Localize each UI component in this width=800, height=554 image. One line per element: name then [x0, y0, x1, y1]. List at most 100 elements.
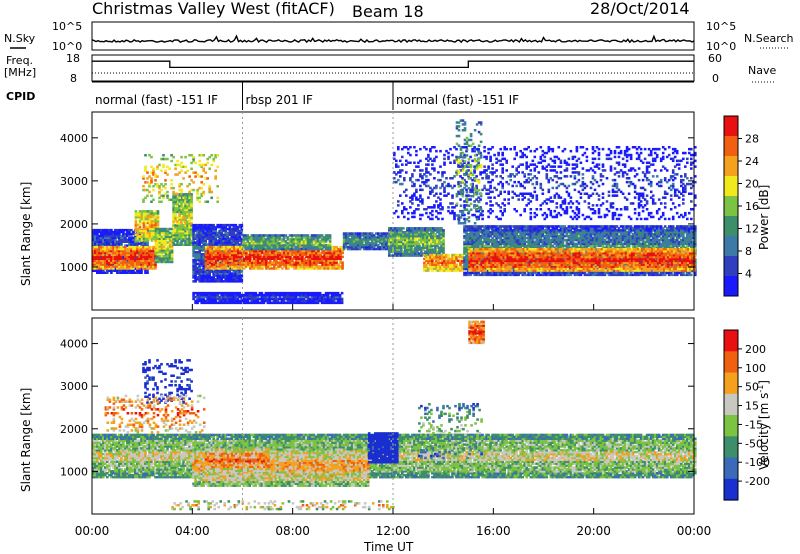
heatmap-cell [235, 247, 238, 251]
heatmap-cell [362, 234, 366, 237]
heatmap-cell [276, 240, 280, 243]
heatmap-cell [178, 212, 181, 215]
heatmap-cell [288, 238, 292, 241]
heatmap-cell [438, 242, 441, 246]
heatmap-cell [146, 251, 149, 255]
heatmap-cell [300, 238, 304, 241]
heatmap-cell [96, 236, 99, 240]
heatmap-cell [463, 258, 466, 261]
heatmap-cell [233, 265, 236, 268]
heatmap-cell [126, 259, 129, 263]
heatmap-cell [383, 236, 386, 239]
heatmap-cell [440, 248, 443, 251]
heatmap-cell [362, 247, 366, 251]
heatmap-cell [106, 240, 109, 243]
heatmap-cell [92, 257, 95, 260]
heatmap-cell [114, 242, 117, 245]
heatmap-cell [228, 231, 232, 235]
heatmap-cell [337, 249, 340, 253]
heatmap-cell [309, 263, 312, 266]
heatmap-cell [451, 263, 454, 266]
heatmap-cell [234, 239, 238, 242]
heatmap-cell [148, 265, 151, 268]
heatmap-cell [126, 255, 129, 259]
heatmap-cell [329, 249, 332, 253]
heatmap-cell [208, 231, 211, 235]
heatmap-cell [434, 250, 437, 253]
heatmap-cell [327, 249, 330, 253]
heatmap-cell [188, 229, 191, 233]
heatmap-cell [266, 234, 270, 237]
heatmap-cell [128, 263, 131, 266]
heatmap-cell [302, 234, 306, 237]
heatmap-cell [116, 251, 119, 255]
heatmap-cell [358, 238, 362, 241]
heatmap-cell [243, 263, 246, 266]
heatmap-cell [206, 231, 209, 235]
heatmap-cell [400, 246, 403, 249]
heatmap-cell [308, 240, 312, 243]
heatmap-cell [146, 212, 150, 215]
heatmap-cell [270, 243, 274, 247]
heatmap-cell [196, 227, 199, 231]
heatmap-cell [176, 206, 179, 210]
heatmap-cell [154, 260, 158, 264]
heatmap-cell [258, 234, 262, 237]
heatmap-cell [261, 267, 264, 270]
heatmap-cell [420, 246, 423, 249]
heatmap-cell [206, 237, 209, 240]
heatmap-cell [325, 265, 328, 268]
heatmap-cell [148, 217, 152, 221]
heatmap-cell [445, 265, 448, 268]
heatmap-cell [282, 234, 286, 237]
heatmap-cell [475, 234, 478, 238]
heatmap-cell [204, 268, 207, 271]
heatmap-cell [122, 271, 125, 274]
heatmap-cell [200, 256, 203, 260]
heatmap-cell [202, 253, 205, 256]
heatmap-cell [287, 253, 290, 257]
heatmap-cell [222, 267, 226, 270]
heatmap-cell [130, 269, 133, 272]
heatmap-cell [256, 238, 260, 241]
heatmap-cell [406, 231, 409, 234]
heatmap-cell [106, 251, 109, 255]
heatmap-cell [440, 244, 443, 248]
heatmap-cell [112, 238, 115, 241]
heatmap-cell [329, 265, 332, 268]
heatmap-cell [233, 267, 236, 270]
heatmap-cell [429, 263, 432, 266]
heatmap-cell [465, 234, 468, 238]
heatmap-cell [423, 269, 426, 272]
heatmap-cell [98, 251, 101, 255]
heatmap-cell [424, 229, 427, 232]
heatmap-cell [416, 252, 419, 255]
heatmap-cell [379, 232, 382, 235]
heatmap-cell [295, 257, 298, 260]
heatmap-cell [304, 240, 308, 243]
heatmap-cell [126, 251, 129, 255]
heatmap-cell [194, 225, 197, 229]
heatmap-cell [475, 229, 478, 232]
heatmap-cell [226, 235, 229, 238]
heatmap-cell [364, 232, 368, 235]
heatmap-cell [324, 245, 328, 249]
heatmap-cell [94, 244, 97, 247]
heatmap-cell [438, 234, 441, 238]
heatmap-cell [491, 244, 494, 248]
heatmap-cell [461, 269, 464, 272]
heatmap-cell [432, 234, 435, 238]
heatmap-cell [366, 245, 370, 249]
heatmap-cell [138, 257, 141, 260]
heatmap-cell [126, 228, 129, 232]
heatmap-cell [364, 245, 368, 249]
heatmap-cell [146, 257, 149, 260]
heatmap-cell [138, 225, 142, 229]
heatmap-cell [196, 276, 199, 279]
heatmap-cell [188, 193, 191, 196]
heatmap-cell [288, 243, 292, 247]
heatmap-cell [140, 242, 143, 245]
heatmap-cell [335, 249, 338, 253]
heatmap-cell [138, 239, 142, 242]
heatmap-cell [495, 231, 498, 234]
